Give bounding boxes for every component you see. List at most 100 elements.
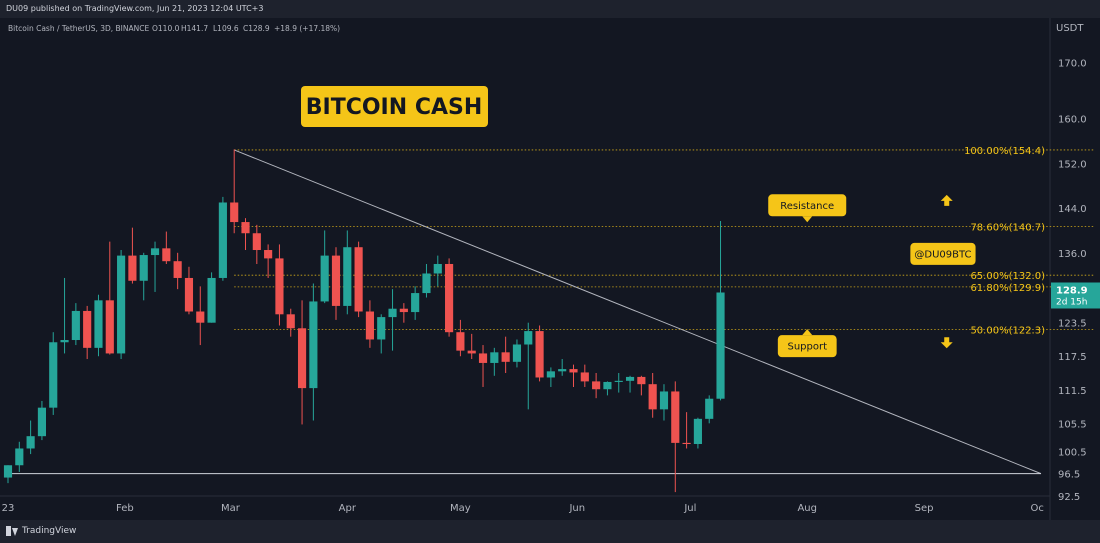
y-tick-label: 136.0 bbox=[1058, 249, 1087, 260]
candle-body bbox=[603, 381, 612, 390]
callout-box bbox=[768, 194, 847, 217]
callout-pointer bbox=[802, 329, 813, 336]
drawing-lines[interactable] bbox=[8, 149, 1042, 475]
candle-body bbox=[297, 328, 307, 389]
candle bbox=[614, 373, 623, 393]
y-tick-label: 144.0 bbox=[1058, 204, 1087, 215]
candle-body bbox=[264, 250, 273, 259]
candle bbox=[546, 367, 555, 387]
y-tick-label: 123.5 bbox=[1058, 319, 1087, 330]
ohlc-high: H141.7 bbox=[181, 24, 208, 33]
candle bbox=[71, 303, 80, 346]
candle-body bbox=[524, 331, 533, 345]
candle-body bbox=[3, 465, 13, 478]
tradingview-logo[interactable]: TradingView bbox=[6, 526, 76, 536]
candle bbox=[196, 286, 205, 346]
candle bbox=[354, 241, 363, 318]
candle-body bbox=[128, 255, 137, 281]
candle bbox=[297, 300, 307, 425]
candle-body bbox=[478, 353, 488, 363]
tradingview-logo-icon bbox=[6, 526, 18, 536]
candle-body bbox=[648, 384, 657, 410]
candle-body bbox=[671, 391, 680, 443]
chart-title: BITCOIN CASH bbox=[306, 95, 483, 120]
candle-body bbox=[512, 344, 522, 362]
candle-body bbox=[117, 255, 126, 354]
candle-body bbox=[422, 273, 431, 294]
candle-body bbox=[705, 398, 714, 419]
candle bbox=[705, 395, 714, 424]
candle-body bbox=[49, 342, 58, 408]
candle bbox=[659, 384, 669, 421]
candle bbox=[693, 417, 702, 449]
candle-body bbox=[659, 391, 669, 410]
callout-box bbox=[910, 242, 976, 265]
candle-body bbox=[614, 380, 623, 382]
candle-body bbox=[411, 293, 420, 313]
candle bbox=[648, 373, 657, 418]
candle bbox=[173, 252, 182, 290]
candle bbox=[569, 364, 578, 387]
candle bbox=[603, 381, 612, 396]
candle bbox=[230, 149, 239, 234]
candle-body bbox=[37, 407, 47, 437]
candle-body bbox=[625, 376, 635, 381]
candle bbox=[264, 244, 273, 278]
candle-body bbox=[490, 352, 499, 363]
candle-body bbox=[399, 308, 408, 313]
candle bbox=[377, 314, 386, 354]
candle-body bbox=[150, 248, 160, 256]
y-tick-label: 152.0 bbox=[1058, 159, 1087, 170]
ohlc-close: C128.9 bbox=[243, 24, 270, 33]
candle-body bbox=[501, 352, 510, 362]
candle bbox=[512, 339, 522, 368]
candle-body bbox=[433, 263, 442, 274]
price-axis[interactable]: 92.5 96.5 100.5 105.5 111.5 117.5 123.5 136.0 14… bbox=[1051, 59, 1100, 503]
candle-body bbox=[682, 442, 691, 445]
y-tick-label: 96.5 bbox=[1058, 470, 1080, 481]
fib-retracement[interactable]: 100.00%(154.4) 78.60%(140.7) 65.00%(132.0)… bbox=[234, 146, 1094, 336]
candle-body bbox=[15, 448, 24, 466]
candle-body bbox=[26, 436, 35, 449]
candle-body bbox=[230, 202, 239, 223]
time-axis[interactable]: 23 Feb Mar Apr May Jun Jul Aug Sep Oc bbox=[2, 503, 1044, 514]
callout-text: Resistance bbox=[780, 201, 834, 212]
candle bbox=[286, 308, 295, 337]
candle bbox=[162, 231, 171, 264]
candle bbox=[592, 373, 601, 399]
axis-currency: USDT bbox=[1056, 23, 1084, 34]
candle bbox=[422, 263, 431, 298]
ohlc-change: +18.9 (+17.18%) bbox=[274, 24, 340, 33]
candle-body bbox=[83, 310, 92, 348]
candles[interactable] bbox=[3, 149, 725, 493]
candle bbox=[637, 375, 646, 396]
annotations[interactable]: Resistance Support @DU09BTC bbox=[768, 194, 976, 358]
candle bbox=[105, 241, 114, 355]
candle bbox=[320, 230, 329, 304]
y-tick-label: 117.5 bbox=[1058, 352, 1087, 363]
candle bbox=[83, 305, 92, 360]
candle-body bbox=[196, 311, 205, 323]
callout-text: @DU09BTC bbox=[914, 249, 971, 260]
footer-bar: TradingView bbox=[0, 520, 1100, 543]
candle-body bbox=[445, 263, 454, 333]
publish-info: DU09 published on TradingView.com, Jun 2… bbox=[6, 4, 264, 13]
fib-label-1: 78.60%(140.7) bbox=[970, 223, 1045, 234]
annotation-callout-0: Resistance bbox=[768, 194, 847, 223]
fib-label-2: 65.00%(132.0) bbox=[970, 271, 1045, 282]
candle bbox=[445, 258, 454, 337]
callout-pointer bbox=[802, 216, 813, 223]
candle bbox=[218, 196, 227, 281]
y-tick-label: 92.5 bbox=[1058, 492, 1080, 503]
candle bbox=[580, 364, 589, 387]
chart-area[interactable]: 100.00%(154.4) 78.60%(140.7) 65.00%(132.0)… bbox=[0, 18, 1100, 520]
candle-body bbox=[456, 332, 465, 351]
candle-body bbox=[241, 222, 250, 234]
candle bbox=[456, 319, 465, 357]
candle-body bbox=[592, 381, 601, 390]
x-tick-label: Oc bbox=[1031, 503, 1044, 514]
callout-text: Support bbox=[787, 342, 827, 353]
candle bbox=[139, 252, 148, 301]
candle bbox=[26, 420, 35, 455]
candle-body bbox=[139, 255, 148, 281]
